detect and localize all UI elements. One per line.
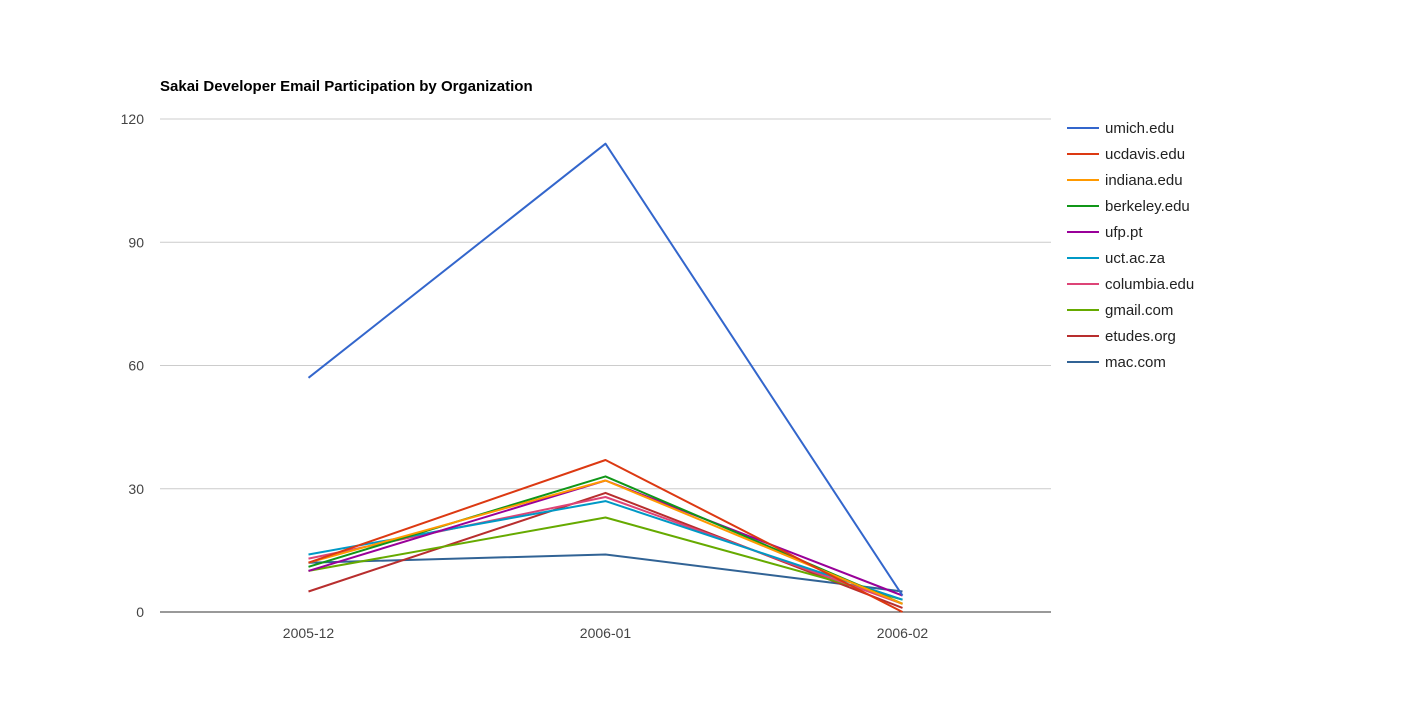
series-line-columbia-edu (308, 496, 903, 605)
x-tick-label: 2005-12 (283, 625, 335, 641)
x-tick-label: 2006-01 (580, 625, 632, 641)
legend-label-columbia-edu: columbia.edu (1105, 276, 1194, 293)
series-layer (307, 142, 904, 613)
legend-label-mac-com: mac.com (1105, 354, 1166, 371)
series-line-umich-edu (307, 142, 904, 597)
y-tick-label: 60 (128, 358, 144, 374)
series-line-indiana-edu (308, 479, 903, 605)
legend-label-etudes-org: etudes.org (1105, 328, 1176, 345)
legend-label-ucdavis-edu: ucdavis.edu (1105, 146, 1185, 163)
grid-layer (160, 118, 1051, 613)
y-tick-label: 120 (121, 111, 145, 127)
series-line-mac-com (308, 553, 903, 593)
x-tick-label: 2006-02 (877, 625, 929, 641)
series-line-ucdavis-edu (308, 459, 903, 613)
legend-label-uct-ac-za: uct.ac.za (1105, 250, 1166, 267)
series-line-etudes-org (308, 491, 903, 609)
chart-title: Sakai Developer Email Participation by O… (160, 78, 533, 95)
series-line-berkeley-edu (308, 475, 903, 605)
y-tick-label: 30 (128, 481, 144, 497)
y-axis-ticks: 0 30 60 90 120 (121, 111, 145, 620)
series-line-uct-ac-za (308, 500, 903, 601)
legend-label-gmail-com: gmail.com (1105, 302, 1173, 319)
x-axis-ticks: 2005-12 2006-01 2006-02 (283, 625, 929, 641)
y-tick-label: 0 (136, 604, 144, 620)
y-tick-label: 90 (128, 234, 144, 250)
legend-label-ufp-pt: ufp.pt (1105, 224, 1143, 241)
legend-label-indiana-edu: indiana.edu (1105, 172, 1183, 189)
series-line-gmail-com (308, 516, 903, 601)
legend: umich.edu ucdavis.edu indiana.edu berkeley.… (1067, 120, 1194, 371)
legend-label-berkeley-edu: berkeley.edu (1105, 198, 1190, 215)
legend-label-umich-edu: umich.edu (1105, 120, 1174, 137)
